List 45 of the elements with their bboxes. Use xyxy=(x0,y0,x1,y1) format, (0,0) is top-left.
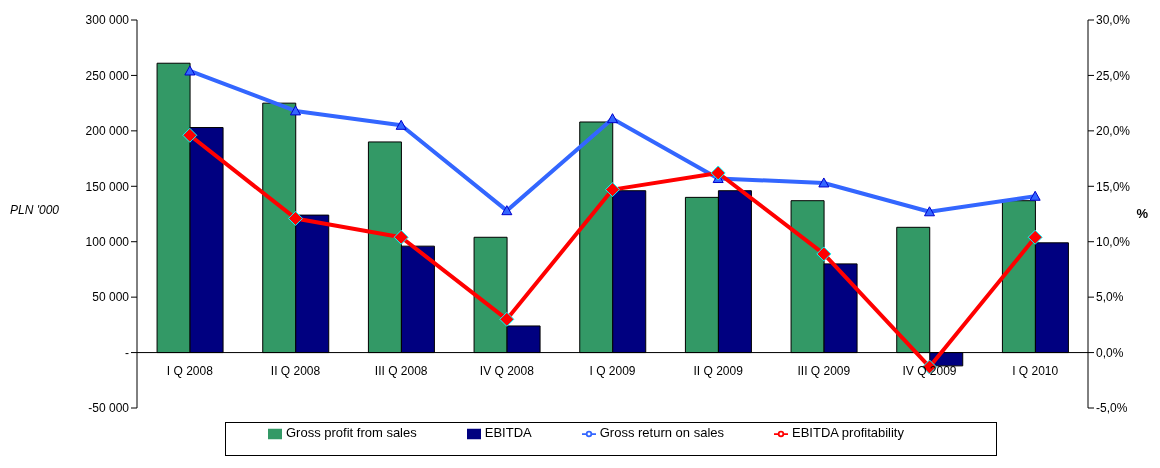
point xyxy=(605,182,620,198)
point xyxy=(818,177,830,188)
y2-tick-label: 5,0% xyxy=(1096,290,1124,305)
legend-label: Gross return on sales xyxy=(599,425,724,440)
point xyxy=(395,119,407,130)
point xyxy=(184,65,196,76)
y-tick-label: -50 000 xyxy=(88,401,130,416)
y-tick-label: 50 000 xyxy=(92,290,130,305)
y-tick-label: 300 000 xyxy=(85,13,130,28)
point xyxy=(607,113,618,124)
point xyxy=(710,165,726,181)
point xyxy=(1029,190,1041,201)
point xyxy=(816,246,832,262)
y-tick-label: 150 000 xyxy=(85,179,130,194)
x-tick-label: IV Q 2008 xyxy=(479,364,535,378)
y-tick-label: - xyxy=(125,345,129,360)
point xyxy=(290,105,301,116)
y2-tick-label: -5,0% xyxy=(1096,401,1128,416)
y-tick-label: 100 000 xyxy=(85,234,130,249)
x-tick-label: III Q 2009 xyxy=(797,364,851,378)
legend-label: Gross profit from sales xyxy=(285,425,417,440)
x-tick-label: IV Q 2009 xyxy=(902,364,957,378)
y2-tick-label: 15,0% xyxy=(1096,179,1131,194)
y2-tick-label: 20,0% xyxy=(1096,124,1131,139)
y2-tick-label: 25,0% xyxy=(1096,68,1131,83)
y2-tick-label: 10,0% xyxy=(1096,234,1131,249)
point xyxy=(1027,229,1043,245)
x-tick-label: II Q 2009 xyxy=(693,364,744,378)
x-tick-label: II Q 2008 xyxy=(270,364,321,378)
point xyxy=(288,210,303,226)
y-tick-label: 250 000 xyxy=(85,68,130,83)
point xyxy=(501,205,513,216)
point xyxy=(499,311,515,327)
y2-axis-title: % xyxy=(1136,206,1149,221)
y2-tick-label: 0,0% xyxy=(1096,345,1124,360)
x-tick-label: I Q 2008 xyxy=(166,364,214,378)
x-tick-label: I Q 2009 xyxy=(589,364,636,378)
y2-tick-label: 30,0% xyxy=(1096,13,1131,28)
y-axis-title: PLN '000 xyxy=(10,203,60,217)
x-tick-label: I Q 2010 xyxy=(1012,364,1059,378)
x-tick-label: III Q 2008 xyxy=(374,364,428,378)
legend-label: EBITDA profitability xyxy=(792,425,904,440)
point xyxy=(924,206,935,217)
legend-label: EBITDA xyxy=(484,425,532,440)
y-tick-label: 200 000 xyxy=(85,124,130,139)
